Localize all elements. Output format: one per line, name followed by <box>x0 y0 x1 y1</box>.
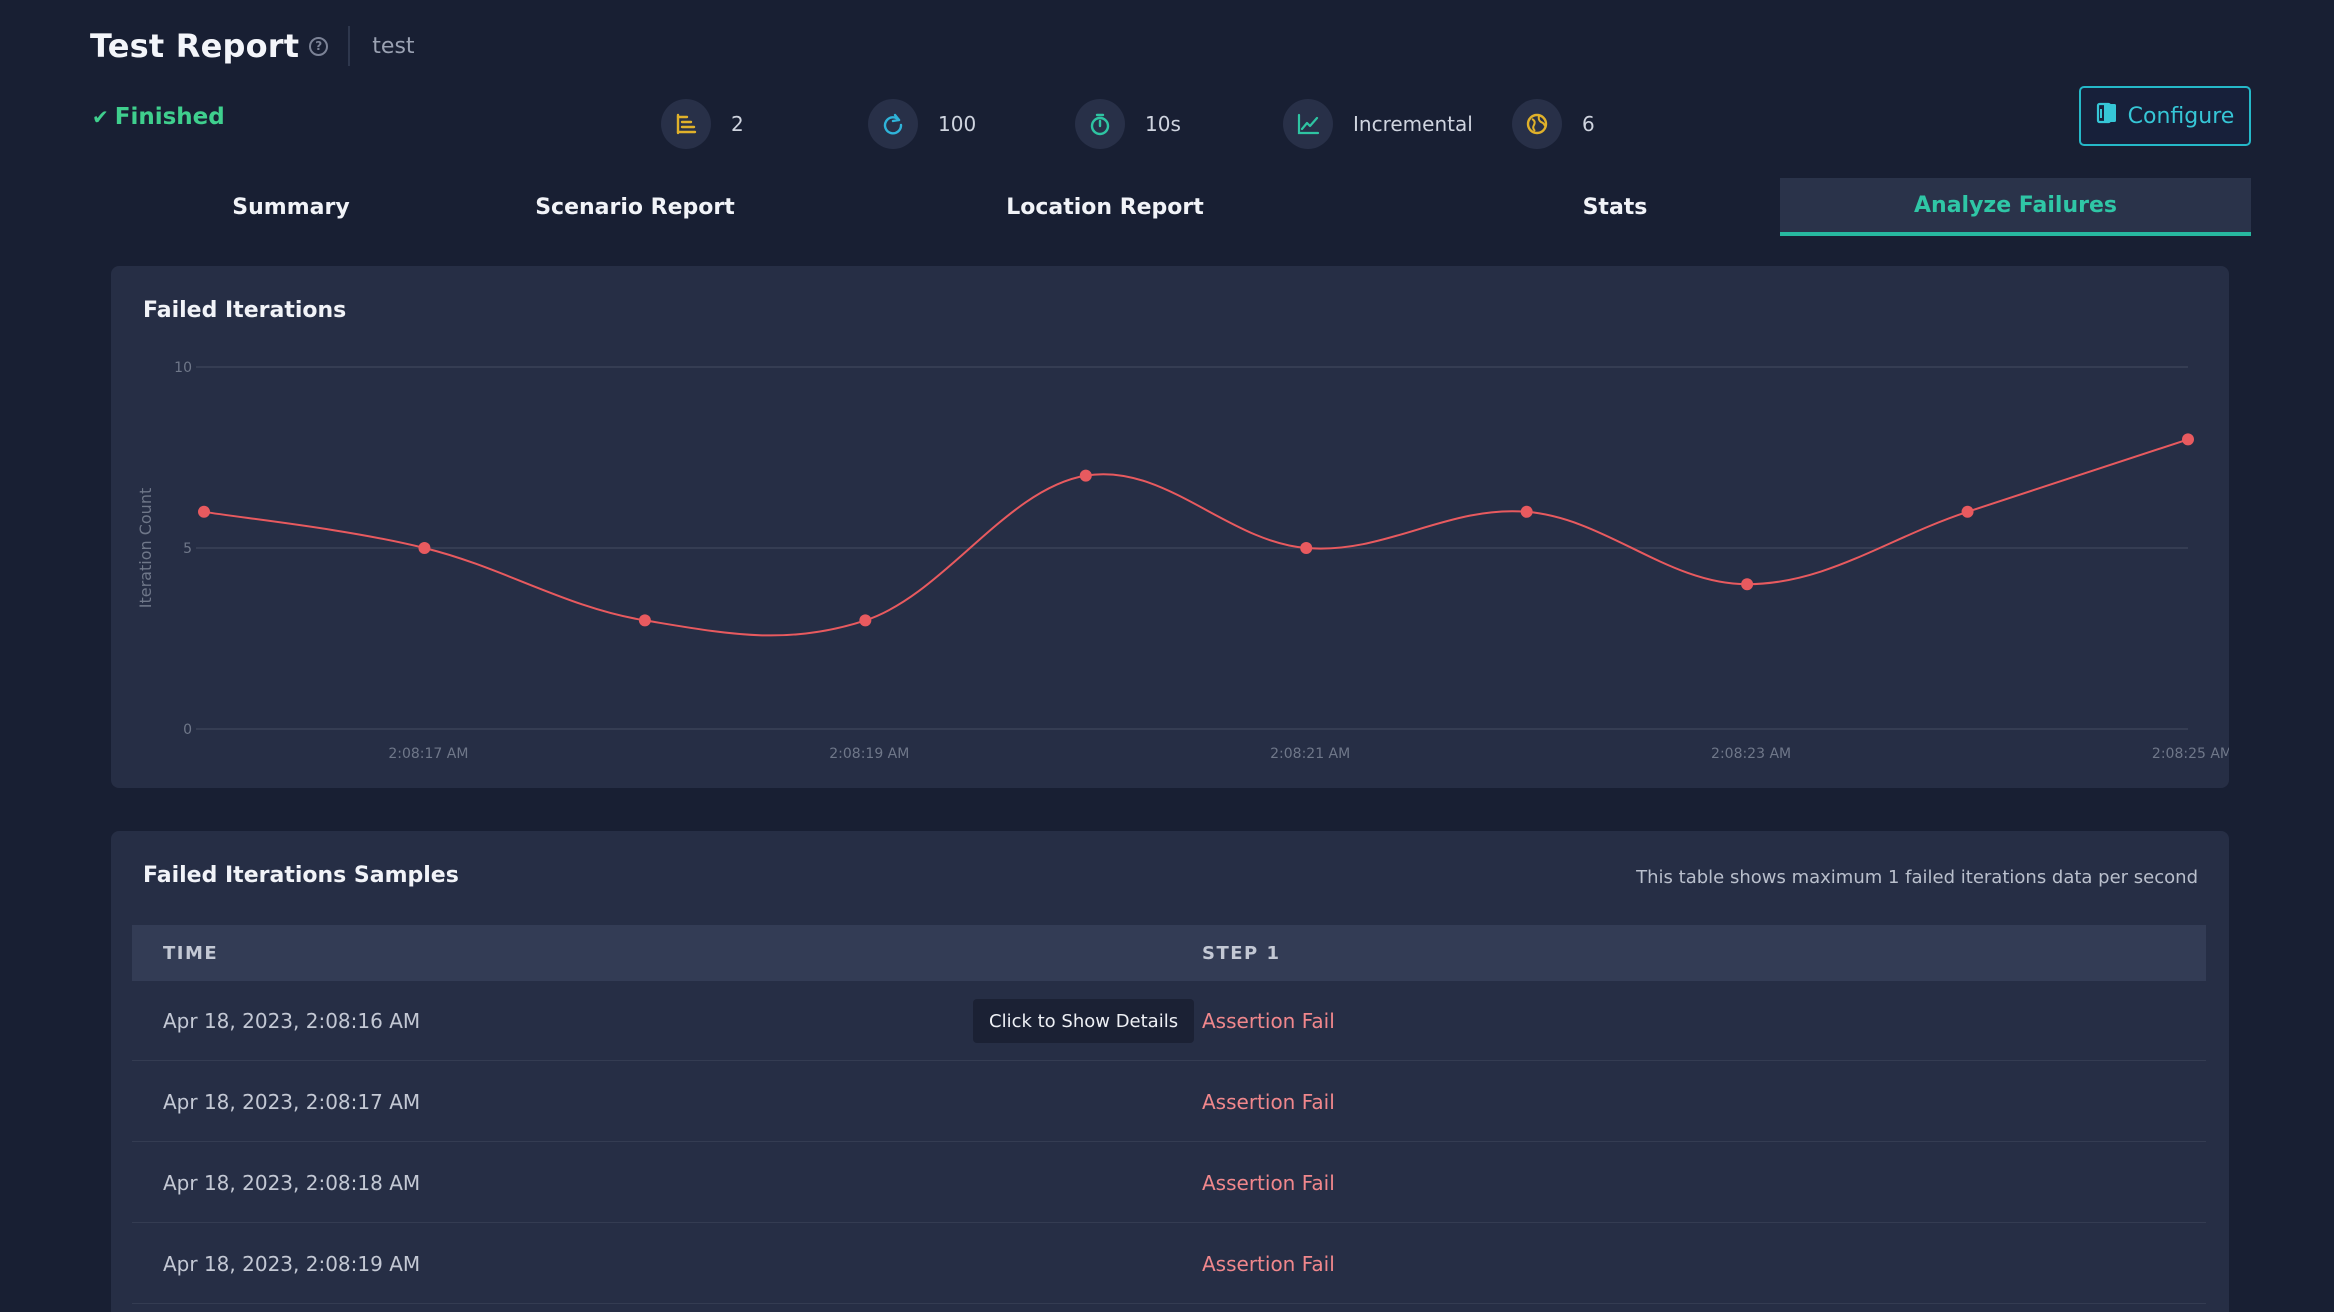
tab-location-report[interactable]: Location Report <box>1006 194 1204 220</box>
row-time: Apr 18, 2023, 2:08:19 AM <box>163 1252 421 1276</box>
tab-summary[interactable]: Summary <box>232 194 350 220</box>
stat-duration-value: 10s <box>1145 112 1181 136</box>
test-name: test <box>372 33 415 59</box>
row-time: Apr 18, 2023, 2:08:17 AM <box>163 1090 421 1114</box>
table-row: Apr 18, 2023, 2:08:18 AM Assertion Fail <box>132 1143 2206 1223</box>
samples-card: Failed Iterations Samples This table sho… <box>111 831 2229 1312</box>
table-note: This table shows maximum 1 failed iterat… <box>1636 867 2198 888</box>
row-step-result[interactable]: Assertion Fail <box>1202 1009 1335 1033</box>
data-point <box>1520 505 1533 518</box>
data-point <box>1961 505 1974 518</box>
data-point <box>859 614 872 627</box>
data-point <box>1300 542 1313 554</box>
samples-title: Failed Iterations Samples <box>143 863 459 888</box>
globe-icon <box>1512 99 1562 149</box>
data-point <box>638 614 651 627</box>
x-tick-label: 2:08:25 AM <box>2152 746 2229 762</box>
report-tabs: Summary Scenario Report Location Report … <box>110 178 2251 236</box>
status-label: Finished <box>114 104 225 130</box>
refresh-icon <box>868 99 918 149</box>
row-time: Apr 18, 2023, 2:08:16 AM <box>163 1009 421 1033</box>
column-time: TIME <box>163 942 219 964</box>
data-point <box>1741 578 1754 591</box>
stat-iterations: 100 <box>868 97 976 151</box>
stat-iterations-value: 100 <box>938 112 977 136</box>
row-step-result[interactable]: Assertion Fail <box>1202 1252 1335 1276</box>
page-title: Test Report <box>90 27 300 65</box>
stats-row: 2 100 10s Incremental <box>0 97 1700 151</box>
trend-chart-icon <box>1283 99 1333 149</box>
data-point <box>198 505 210 518</box>
status-badge: ✔ Finished <box>92 104 225 130</box>
row-time: Apr 18, 2023, 2:08:18 AM <box>163 1171 421 1195</box>
data-point <box>418 542 431 554</box>
details-tooltip: Click to Show Details <box>973 999 1195 1043</box>
stat-steps: 2 <box>661 97 744 151</box>
steps-icon <box>661 99 711 149</box>
row-step-result[interactable]: Assertion Fail <box>1202 1171 1335 1195</box>
x-tick-label: 2:08:21 AM <box>1270 746 1350 762</box>
tab-analyze-failures[interactable]: Analyze Failures <box>1780 178 2251 236</box>
stat-duration: 10s <box>1075 97 1181 151</box>
series-line <box>203 438 2189 637</box>
settings-panel-icon <box>2096 101 2118 131</box>
row-step-result[interactable]: Assertion Fail <box>1202 1090 1335 1114</box>
y-tick-label: 10 <box>174 360 192 376</box>
stat-load-pattern-value: Incremental <box>1353 112 1473 136</box>
stat-locations-value: 6 <box>1582 112 1595 136</box>
stat-steps-value: 2 <box>731 112 744 136</box>
configure-button[interactable]: Configure <box>2079 86 2251 146</box>
tab-scenario-report[interactable]: Scenario Report <box>535 194 735 220</box>
stat-locations: 6 <box>1512 97 1595 151</box>
data-point <box>1079 469 1092 482</box>
check-icon: ✔ <box>92 105 109 129</box>
column-step-1: STEP 1 <box>1202 942 1281 964</box>
x-tick-label: 2:08:19 AM <box>829 746 909 762</box>
tab-stats[interactable]: Stats <box>1582 194 1648 220</box>
failed-iterations-card: Failed Iterations 0 5 10 Iteration Count 2:0… <box>111 266 2229 788</box>
y-axis-label: Iteration Count <box>136 488 155 608</box>
table-row: Apr 18, 2023, 2:08:16 AM Assertion Fail <box>132 981 2206 1061</box>
chart-title: Failed Iterations <box>143 298 347 323</box>
y-tick-label: 0 <box>183 722 192 738</box>
x-tick-label: 2:08:17 AM <box>388 746 468 762</box>
y-tick-label: 5 <box>183 541 192 557</box>
table-header: TIME STEP 1 <box>132 925 2206 981</box>
data-point <box>2182 433 2194 446</box>
x-tick-label: 2:08:23 AM <box>1711 746 1791 762</box>
stat-load-pattern: Incremental <box>1283 97 1473 151</box>
title-divider <box>348 26 351 66</box>
failed-iterations-chart: 0 5 10 Iteration Count 2:08:17 AM 2:08:19 AM 2… <box>136 360 2229 762</box>
stopwatch-icon <box>1075 99 1125 149</box>
table-row: Apr 18, 2023, 2:08:17 AM Assertion Fail <box>132 1062 2206 1142</box>
configure-label: Configure <box>2127 103 2235 129</box>
table-row: Apr 18, 2023, 2:08:19 AM Assertion Fail <box>132 1224 2206 1304</box>
help-icon[interactable]: ? <box>309 36 329 56</box>
page-header: Test Report ? test <box>90 26 415 66</box>
